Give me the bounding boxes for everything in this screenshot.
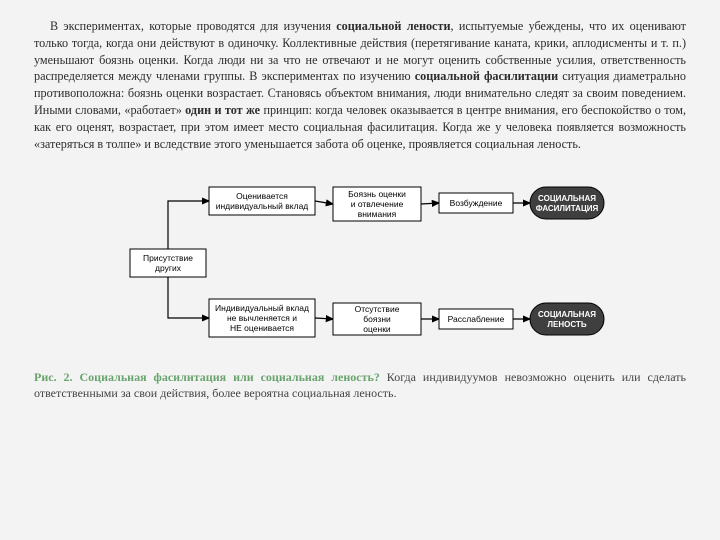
node-label-fear_yes: внимания xyxy=(358,209,397,219)
flowchart-diagram: Присутствиедругих Оцениваетсяиндивидуальн… xyxy=(115,163,605,363)
node-label-presence: Присутствие xyxy=(143,253,193,263)
node-loaf xyxy=(530,303,604,335)
figure-caption: Рис. 2. Социальная фасилитация или социа… xyxy=(34,369,686,402)
node-label-fear_yes: Боязнь оценки xyxy=(348,189,406,199)
bold-social-loafing: социальной лености xyxy=(336,19,450,33)
node-label-fac: СОЦИАЛЬНАЯ xyxy=(538,194,596,203)
node-label-presence: других xyxy=(155,263,182,273)
node-fac xyxy=(530,187,604,219)
text-run-1: В экспериментах, которые проводятся для … xyxy=(50,19,336,33)
caption-lead: Рис. 2. Социальная фасилитация или социа… xyxy=(34,370,380,384)
node-label-relax: Расслабление xyxy=(448,314,505,324)
node-label-loaf: ЛЕНОСТЬ xyxy=(547,320,586,329)
node-label-eval_yes: Оценивается xyxy=(236,191,288,201)
page: В экспериментах, которые проводятся для … xyxy=(0,0,720,540)
node-label-eval_no: не вычленяется и xyxy=(227,313,297,323)
node-label-eval_yes: индивидуальный вклад xyxy=(216,201,309,211)
bold-social-facilitation: социальной фасилитации xyxy=(415,69,558,83)
main-paragraph: В экспериментах, которые проводятся для … xyxy=(34,18,686,153)
node-label-eval_no: Индивидуальный вклад xyxy=(215,303,309,313)
node-label-eval_no: НЕ оценивается xyxy=(230,323,294,333)
node-label-fear_yes: и отвлечение xyxy=(351,199,404,209)
bold-same-principle: один и тот же xyxy=(185,103,260,117)
node-label-arousal: Возбуждение xyxy=(450,198,503,208)
node-label-loaf: СОЦИАЛЬНАЯ xyxy=(538,310,596,319)
node-label-fear_no: боязни xyxy=(363,314,391,324)
node-label-fear_no: оценки xyxy=(363,324,391,334)
node-label-fac: ФАСИЛИТАЦИЯ xyxy=(536,204,599,213)
node-label-fear_no: Отсутствие xyxy=(355,304,400,314)
